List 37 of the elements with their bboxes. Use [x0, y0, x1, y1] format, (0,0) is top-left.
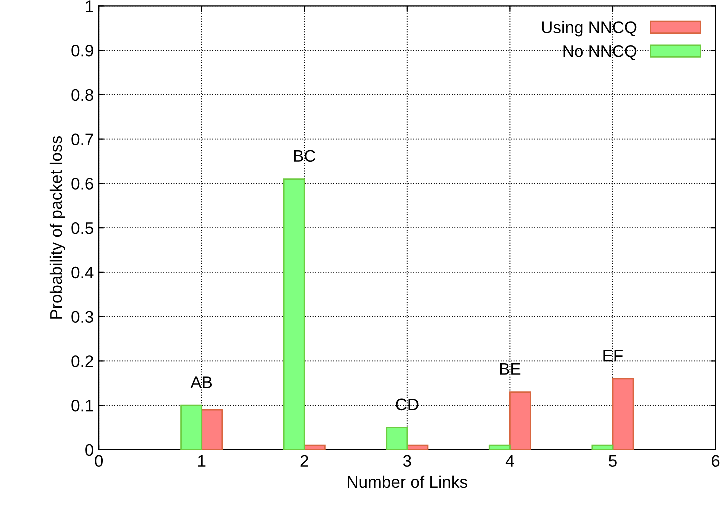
legend-label: No NNCQ [564, 46, 637, 60]
x-tick-label: 1 [198, 455, 206, 467]
y-tick-label: 0.3 [72, 311, 94, 324]
bar [510, 392, 532, 450]
x-tick-label: 0 [95, 455, 104, 468]
bar [386, 427, 408, 450]
annotation: AB [190, 376, 212, 388]
y-tick-label: 0.4 [72, 266, 94, 279]
bar [488, 444, 511, 450]
x-tick-label: 2 [300, 455, 308, 467]
x-axis-title: Number of Links [348, 476, 468, 488]
x-tick-label: 6 [712, 455, 720, 468]
bar [201, 409, 224, 450]
y-tick-label: 0.8 [72, 89, 94, 102]
y-tick-label: 0.6 [72, 178, 94, 190]
legend-label: Using NNCQ [542, 21, 637, 37]
bar [406, 444, 429, 450]
annotation: EF [604, 350, 623, 362]
x-tick-label: 3 [403, 455, 412, 468]
y-tick-label: 0.9 [72, 44, 94, 57]
bar [612, 378, 634, 450]
x-tick-label: 4 [506, 455, 514, 467]
y-tick-label: 1 [86, 0, 94, 12]
bar [283, 178, 306, 450]
bar [180, 404, 203, 450]
y-tick-label: 0 [86, 444, 94, 456]
bar [592, 444, 614, 450]
bar [304, 444, 326, 450]
annotation: BC [294, 150, 316, 162]
y-tick-label: 0.7 [72, 134, 94, 146]
y-axis-title: Probability of packet loss [50, 136, 66, 319]
annotation: BE [500, 363, 521, 375]
y-tick-label: 0.1 [72, 400, 94, 412]
y-tick-label: 0.5 [72, 222, 94, 234]
annotation: CD [396, 398, 419, 411]
x-tick-label: 5 [609, 455, 617, 468]
y-tick-label: 0.2 [72, 356, 94, 368]
